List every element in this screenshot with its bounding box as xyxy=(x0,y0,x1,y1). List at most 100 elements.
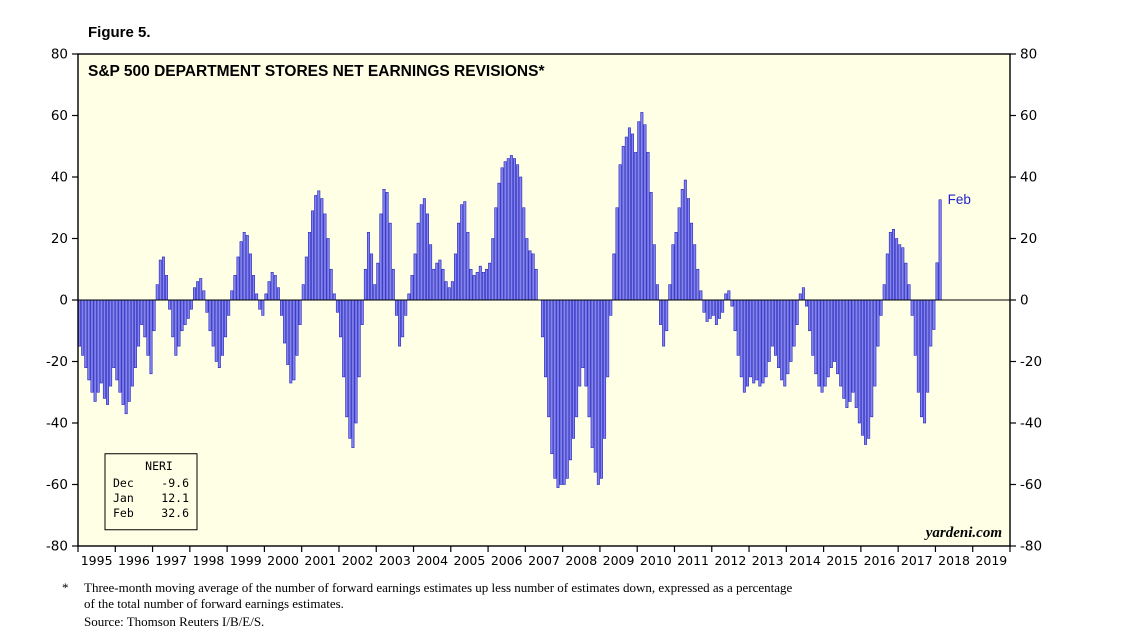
bar xyxy=(736,299,740,356)
bar xyxy=(196,281,200,301)
bar xyxy=(808,299,812,332)
bar xyxy=(158,259,162,301)
bar xyxy=(320,198,324,301)
x-axis-year-label: 2011 xyxy=(677,553,709,568)
bar xyxy=(609,299,613,316)
bar xyxy=(376,262,380,301)
bar xyxy=(885,253,889,301)
bar xyxy=(895,238,899,301)
bar xyxy=(280,299,283,316)
y-axis-label-right: -20 xyxy=(1020,354,1042,370)
bar xyxy=(814,299,818,375)
bar xyxy=(298,299,302,325)
bar xyxy=(839,299,843,387)
x-axis-year-label: 2013 xyxy=(752,553,784,568)
bar xyxy=(867,299,871,439)
x-axis-year-label: 1997 xyxy=(155,553,187,568)
neri-bar-chart: -80 -80 -60 -60 -40 -40 -20 -20 0 0 20 20 40 40 60 60 80… xyxy=(46,47,1042,569)
bar xyxy=(708,299,712,319)
footnote-line-2: of the total number of forward earnings … xyxy=(84,595,344,611)
bar xyxy=(469,268,473,301)
bar xyxy=(227,299,231,316)
bar xyxy=(345,299,349,418)
bar xyxy=(789,299,793,362)
figure-label: Figure 5. xyxy=(88,24,151,41)
bar xyxy=(189,299,193,310)
bar xyxy=(870,299,874,418)
bar xyxy=(531,253,535,301)
y-axis-label-right: 0 xyxy=(1020,293,1029,309)
bar xyxy=(165,275,169,301)
x-axis-year-label: 1996 xyxy=(118,553,150,568)
legend-row-label: Dec xyxy=(113,476,134,490)
bar xyxy=(547,299,551,418)
bar xyxy=(118,299,122,393)
y-axis-label-right: -80 xyxy=(1020,539,1042,555)
bar xyxy=(130,299,134,387)
bar xyxy=(230,290,234,301)
bar xyxy=(590,299,594,448)
bar xyxy=(926,299,930,393)
bar xyxy=(811,299,815,356)
bar xyxy=(419,204,423,301)
bar xyxy=(572,299,575,439)
bar xyxy=(245,235,249,301)
bar xyxy=(248,253,252,301)
bar xyxy=(746,299,749,387)
bar xyxy=(497,182,501,301)
bar xyxy=(255,293,259,301)
bar xyxy=(509,155,513,301)
bar xyxy=(267,281,271,301)
bar xyxy=(217,299,221,368)
bar xyxy=(363,268,367,301)
bar xyxy=(199,278,203,301)
bar xyxy=(904,262,908,301)
bar xyxy=(646,152,650,301)
bar xyxy=(438,259,442,301)
bar xyxy=(752,299,756,384)
bar xyxy=(873,299,877,387)
bar xyxy=(935,262,939,301)
bar xyxy=(463,201,467,301)
bar xyxy=(655,284,659,301)
bar xyxy=(832,299,836,362)
footnote-line-1: Three-month moving average of the number… xyxy=(84,580,793,595)
legend-header: NERI xyxy=(145,459,173,473)
bar xyxy=(516,164,520,301)
bar xyxy=(528,250,532,301)
bar xyxy=(540,299,544,338)
bar xyxy=(149,299,153,375)
bar xyxy=(351,299,355,448)
bar xyxy=(733,299,737,332)
footnote-text: Three-month moving average of the number… xyxy=(84,580,792,630)
bar xyxy=(161,256,165,301)
bar xyxy=(680,189,684,301)
bar xyxy=(550,299,554,455)
bar xyxy=(475,272,479,301)
bar xyxy=(435,262,439,301)
bar xyxy=(631,133,635,301)
bar xyxy=(568,299,572,461)
bar xyxy=(544,299,548,378)
bar xyxy=(612,253,616,301)
bar xyxy=(714,299,718,325)
bar xyxy=(739,299,743,378)
y-axis-label-left: -40 xyxy=(46,416,68,432)
bar xyxy=(242,232,246,301)
bar xyxy=(659,299,662,325)
x-axis-year-label: 2007 xyxy=(528,553,560,568)
bar xyxy=(401,299,405,338)
x-axis-year-label: 2005 xyxy=(454,553,486,568)
bar xyxy=(171,299,175,338)
bar xyxy=(643,124,647,301)
bar xyxy=(764,299,768,378)
bar xyxy=(677,207,681,301)
bar xyxy=(662,299,666,347)
x-axis-year-label: 2002 xyxy=(342,553,374,568)
bar xyxy=(848,299,852,402)
bar xyxy=(193,287,196,301)
bar xyxy=(618,164,622,301)
y-axis-label-left: 60 xyxy=(51,108,68,124)
bar xyxy=(668,284,672,301)
bar xyxy=(907,284,911,301)
